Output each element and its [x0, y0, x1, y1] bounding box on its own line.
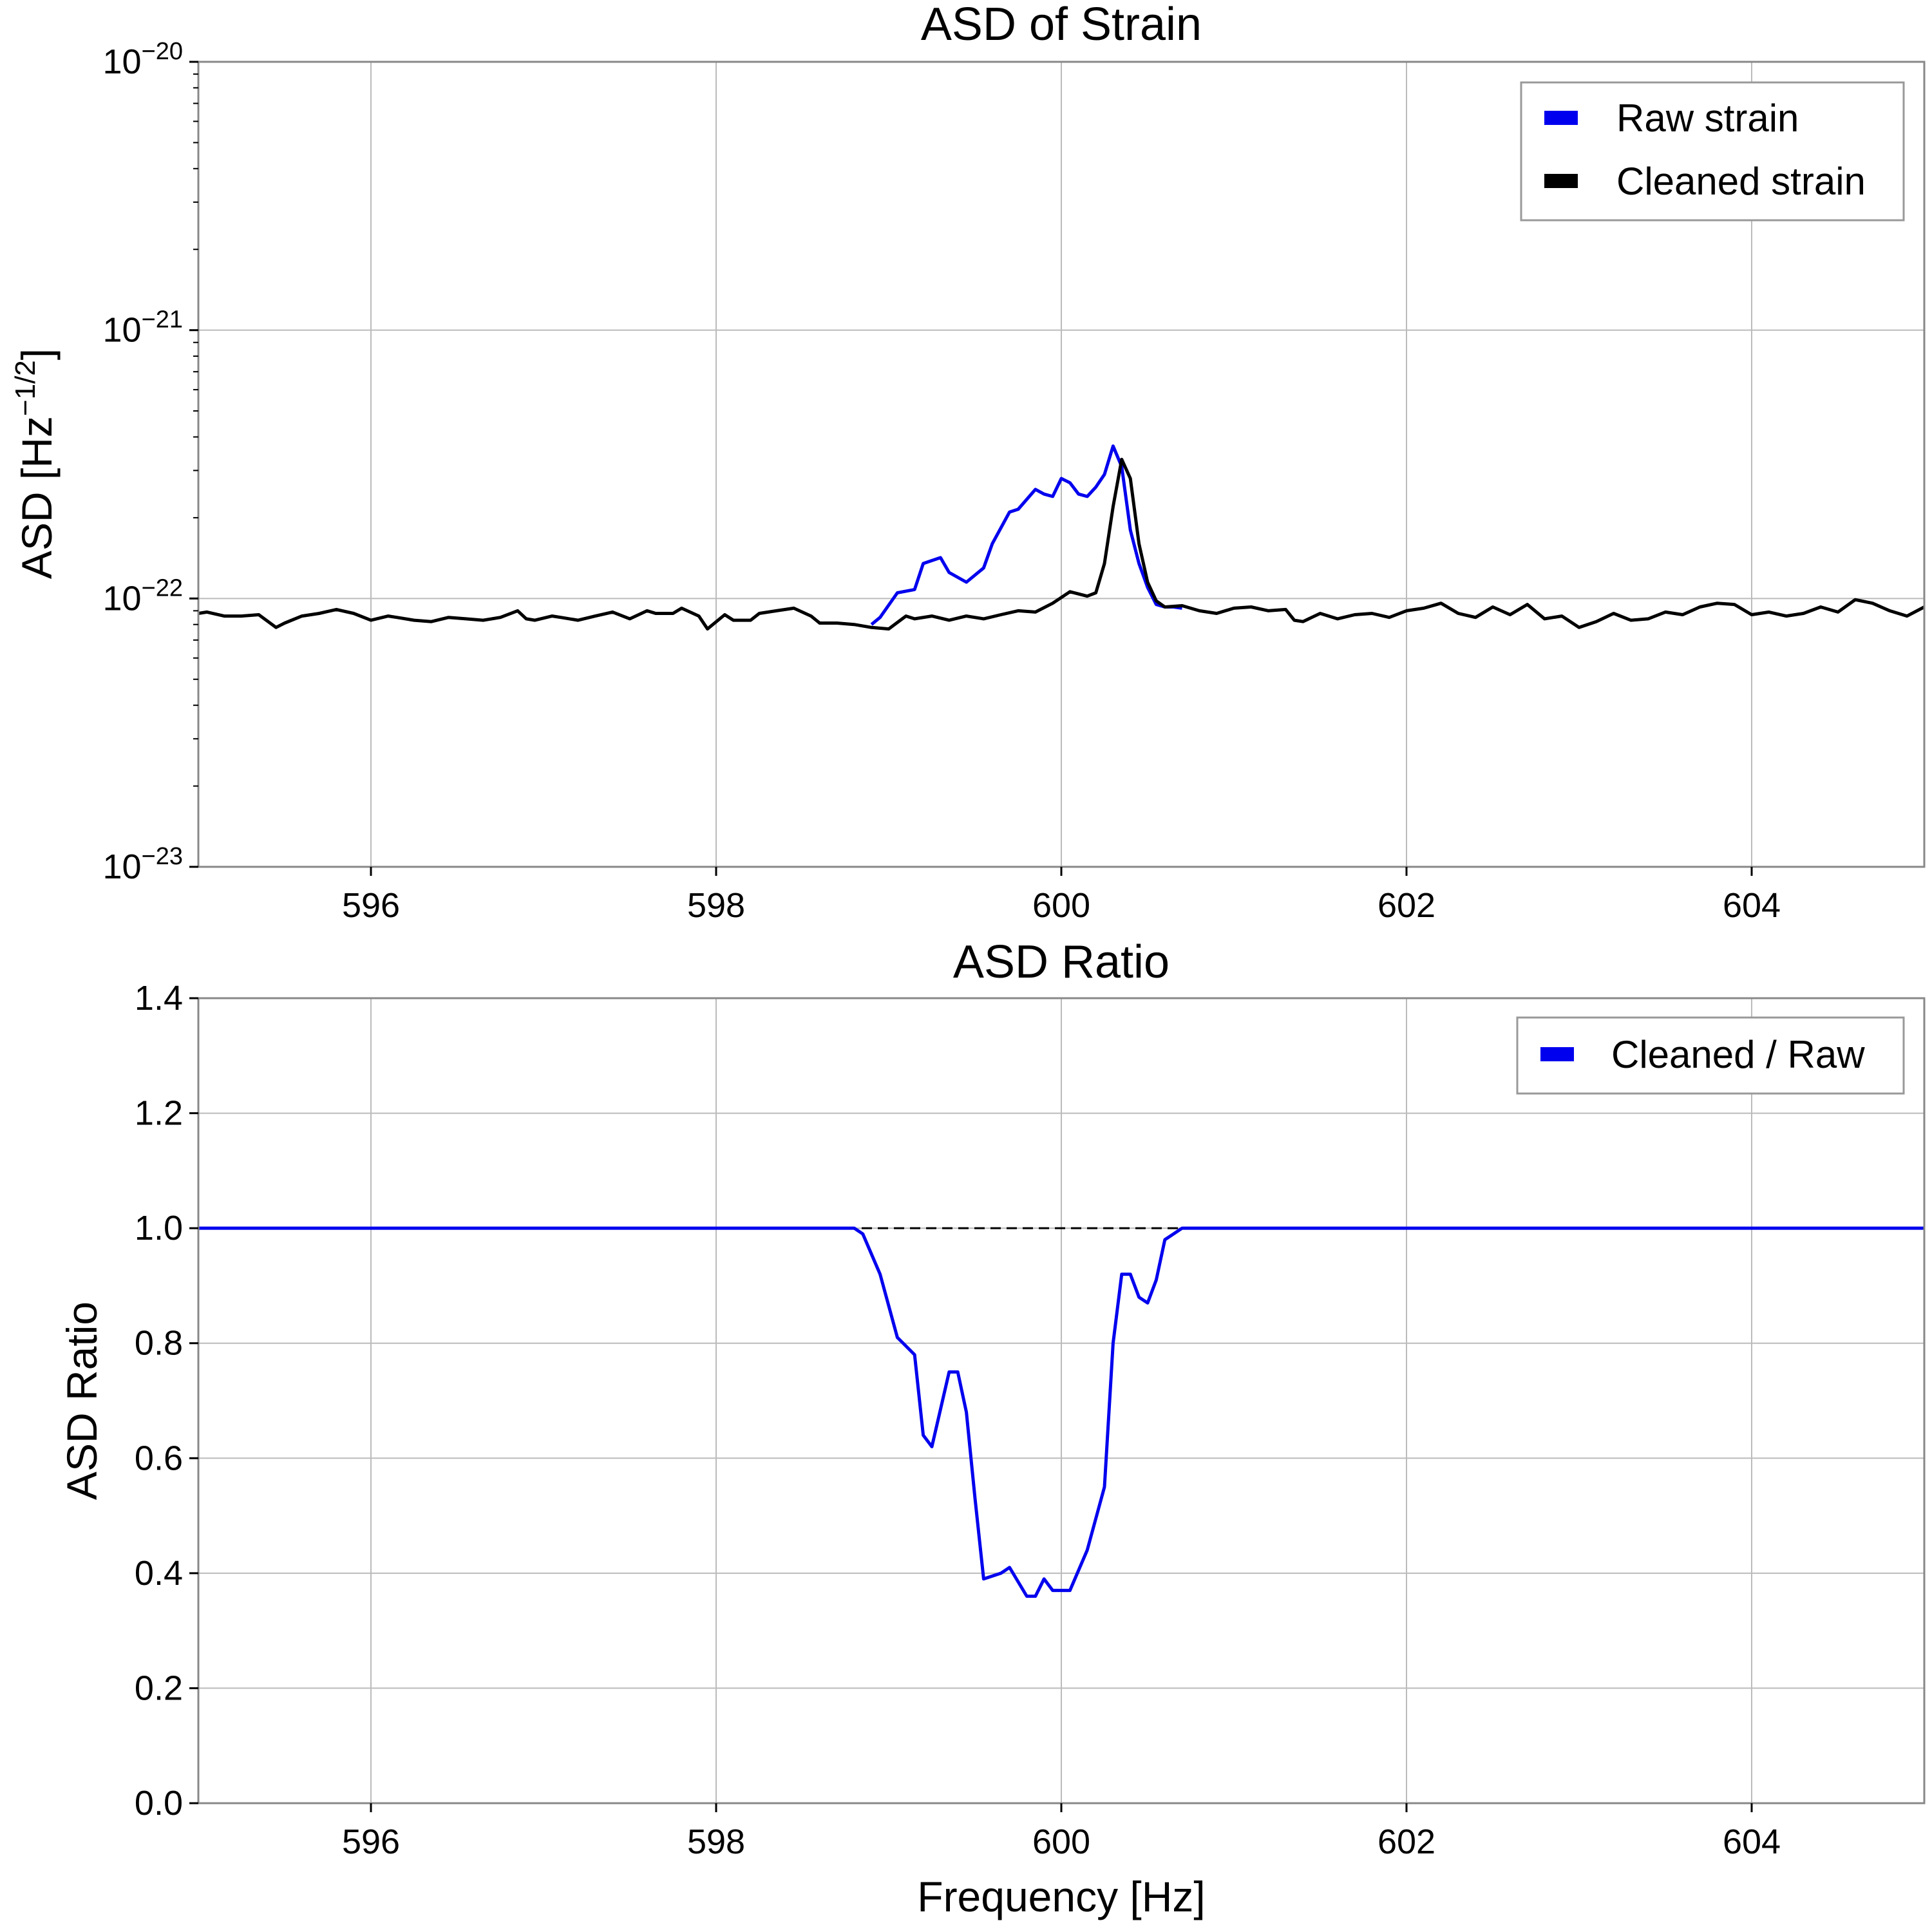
asd-strain-legend-box — [1520, 81, 1905, 222]
asd-ratio-ytick-label: 0.0 — [135, 1784, 183, 1823]
asd-ratio-xtick-label: 598 — [687, 1823, 745, 1861]
asd-strain-ylabel-exponent: −1/2 — [10, 360, 41, 416]
asd-strain-ytick-label-exponent: −21 — [142, 307, 183, 334]
frequency-xlabel: Frequency [Hz] — [917, 1873, 1206, 1920]
cleaned-strain-legend-label: Cleaned strain — [1616, 160, 1866, 203]
asd-strain-ytick-label-base: 10 — [102, 311, 141, 350]
asd-ratio-xtick-label: 600 — [1032, 1823, 1090, 1861]
raw-strain-legend-label: Raw strain — [1616, 97, 1799, 140]
asd-strain-title: ASD of Strain — [921, 0, 1202, 50]
asd-strain-ytick-label: 10−20 — [102, 38, 183, 81]
asd-strain-xtick-label: 604 — [1723, 886, 1781, 925]
raw-strain-legend-swatch — [1544, 111, 1578, 125]
asd-ratio-ylabel: ASD Ratio — [58, 1302, 106, 1500]
asd-ratio-ytick-label: 1.0 — [135, 1209, 183, 1247]
asd-ratio-ytick-label: 0.8 — [135, 1324, 183, 1363]
asd-ratio-series — [198, 1226, 1924, 1598]
asd-ratio-ytick-label: 0.2 — [135, 1669, 183, 1707]
asd-strain-ytick-label-exponent: −22 — [142, 574, 183, 601]
asd-ratio-ytick-label: 1.2 — [135, 1094, 183, 1133]
asd-ratio-title: ASD Ratio — [953, 936, 1170, 988]
asd-strain-ytick-label-base: 10 — [102, 43, 141, 81]
raw-strain-line — [870, 444, 1182, 626]
cleaned-raw-legend-label: Cleaned / Raw — [1611, 1033, 1865, 1076]
asd-strain-xtick-label: 600 — [1032, 886, 1090, 925]
asd-ratio-xtick-label: 602 — [1378, 1823, 1435, 1861]
cleaned-strain-line — [198, 457, 1926, 631]
asd-strain-ytick-label-base: 10 — [102, 579, 141, 618]
asd-strain-xtick-label: 596 — [342, 886, 400, 925]
asd-strain-ytick-label-exponent: −23 — [142, 843, 183, 870]
asd-ratio-xtick-labels: 596 598 600 602 604 — [342, 1823, 1781, 1861]
cleaned-raw-line — [198, 1226, 1924, 1598]
asd-ratio-ytick-label: 0.6 — [135, 1439, 183, 1477]
asd-ratio-xtick-label: 604 — [1723, 1823, 1781, 1861]
asd-strain-xtick-label: 602 — [1378, 886, 1435, 925]
asd-strain-ylabel: ASD [Hz−1/2] — [10, 348, 61, 579]
asd-strain-legend: Raw strain Cleaned strain — [1520, 81, 1905, 222]
cleaned-raw-legend-swatch — [1540, 1047, 1574, 1061]
asd-strain-ytick-label: 10−21 — [102, 307, 183, 350]
asd-ratio-ytick-label: 0.4 — [135, 1554, 183, 1593]
asd-strain-ytick-label-base: 10 — [102, 848, 141, 886]
asd-strain-xtick-label: 598 — [687, 886, 745, 925]
asd-strain-ytick-label: 10−22 — [102, 574, 183, 618]
asd-strain-ylabel-close: ] — [13, 348, 61, 360]
asd-strain-ytick-label-exponent: −20 — [142, 38, 183, 65]
asd-strain-ticks — [189, 61, 1753, 876]
asd-strain-ytick-label: 10−23 — [102, 843, 183, 886]
asd-ratio-xtick-label: 596 — [342, 1823, 400, 1861]
asd-ratio-ytick-labels: 0.0 0.2 0.4 0.6 0.8 1.0 1.2 1.4 — [135, 979, 183, 1823]
asd-strain-xtick-labels: 596 598 600 602 604 — [342, 886, 1781, 925]
asd-ratio-panel: ASD Ratio 0.00.20.40.60.81.01.21.4 596 59… — [58, 936, 1926, 1920]
asd-strain-series — [198, 444, 1926, 631]
asd-ratio-ytick-label: 1.4 — [135, 979, 183, 1018]
asd-ratio-legend-box — [1516, 1016, 1905, 1095]
asd-ratio-legend: Cleaned / Raw — [1516, 1016, 1905, 1095]
cleaned-strain-legend-swatch — [1544, 174, 1578, 188]
asd-strain-ylabel-base: ASD [Hz — [13, 416, 61, 579]
asd-ratio-ticks — [189, 997, 1753, 1812]
